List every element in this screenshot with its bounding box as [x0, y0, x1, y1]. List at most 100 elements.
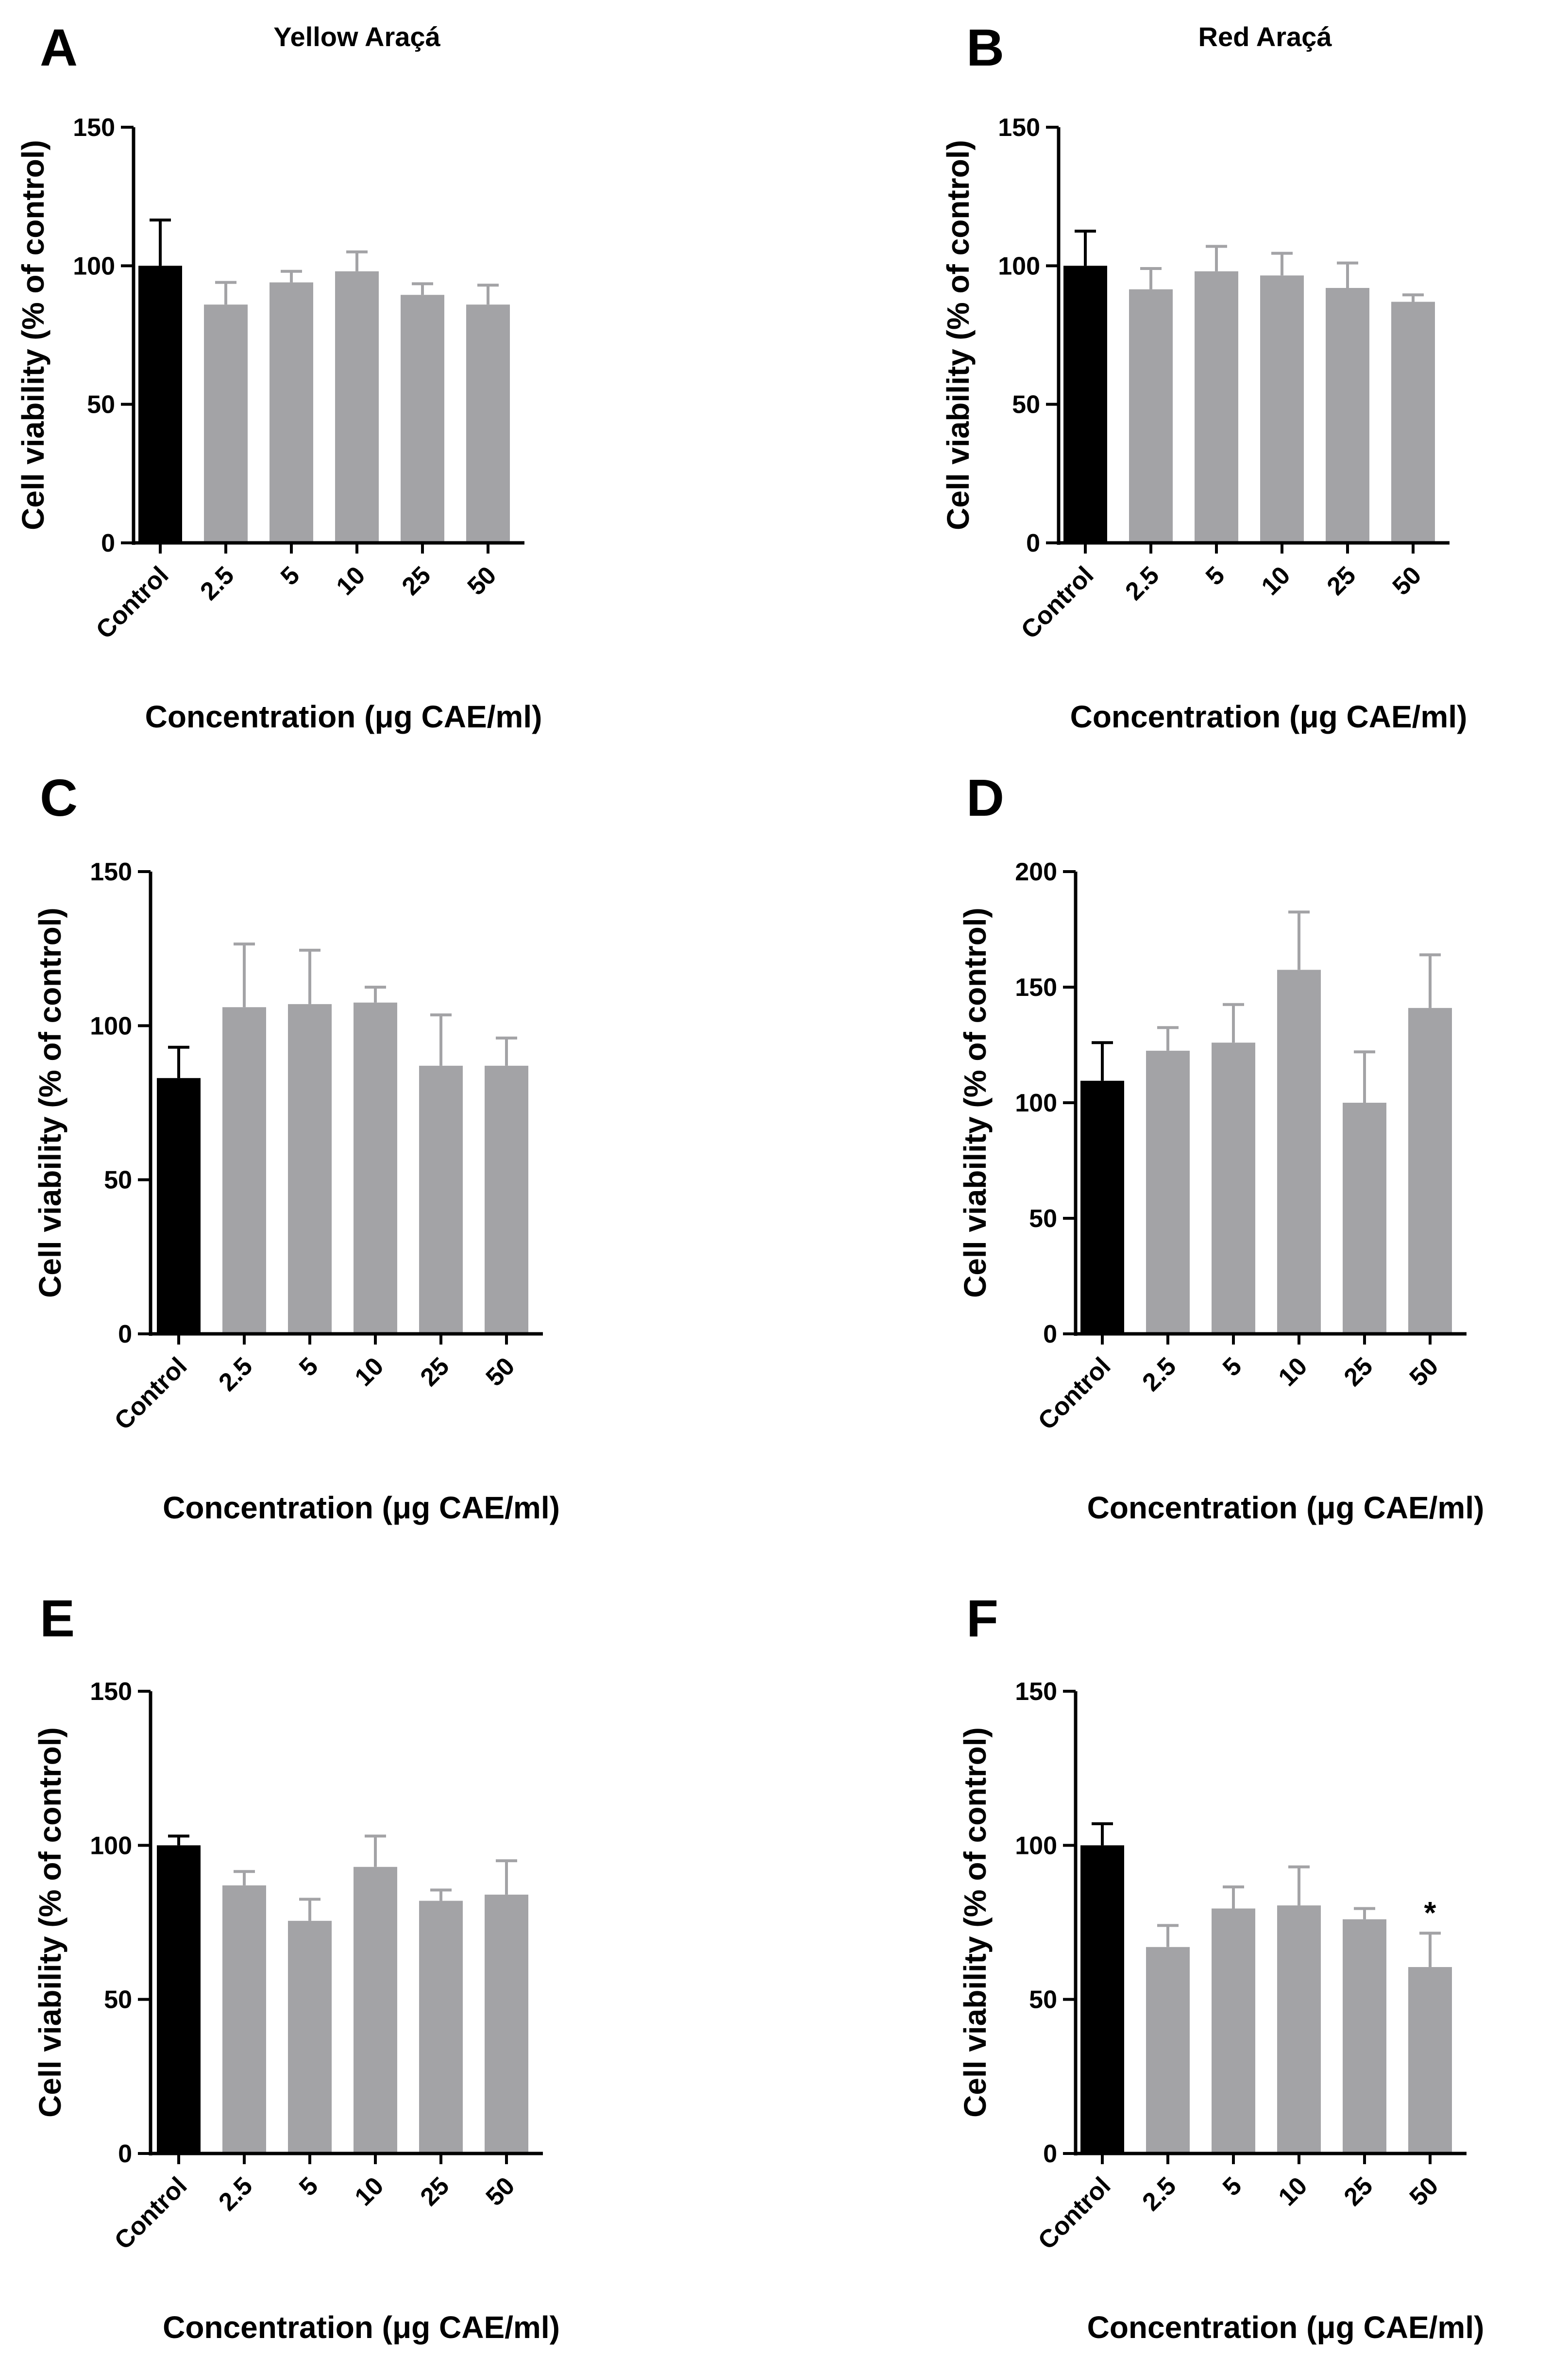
x-tick-label-e-1: 2.5 [213, 2171, 258, 2216]
error-bar-d-5 [1419, 953, 1441, 1008]
bar-f-c2 [1212, 1908, 1255, 2153]
bar-c-c5 [485, 1065, 528, 1334]
y-axis-title-c: Cell viability (% of control) [33, 908, 67, 1298]
error-bar-c-2 [299, 948, 320, 1004]
x-tick-label-c-4: 25 [415, 1352, 455, 1392]
bar-a-control [138, 266, 182, 543]
y-tick-label-d-3: 150 [1015, 974, 1057, 1002]
panel-d: D Control 2.5 5 10 25 50 0 50 100 150 200 Cell viabi… [958, 768, 1484, 1525]
bar-a-c3 [335, 271, 379, 543]
bar-f-control [1080, 1845, 1124, 2153]
y-tick-label-e-0: 0 [118, 2140, 132, 2168]
error-bar-a-2 [281, 269, 302, 283]
x-tick-label-f-5: 50 [1404, 2171, 1444, 2211]
y-tick-label-d-1: 50 [1029, 1205, 1057, 1233]
bar-c-c4 [419, 1065, 463, 1334]
bar-b-c5 [1391, 302, 1435, 543]
bar-b-c1 [1129, 289, 1173, 543]
y-tick-label-e-3: 150 [90, 1678, 132, 1706]
bar-e-control [157, 1845, 201, 2153]
y-tick-label-a-1: 50 [87, 391, 115, 419]
error-bar-e-4 [430, 1888, 452, 1901]
bar-e-c2 [288, 1920, 332, 2153]
x-tick-label-b-3: 10 [1256, 561, 1296, 601]
error-bar-b-2 [1206, 245, 1227, 271]
error-bar-b-1 [1140, 267, 1162, 289]
panel-letter-f: F [966, 1589, 998, 1648]
x-tick-label-a-4: 25 [397, 561, 437, 601]
panel-f: F Control 2.5 5 10 25 * 50 0 50 100 150 Cell viabili… [958, 1589, 1484, 2345]
bar-a-c2 [270, 282, 313, 543]
x-tick-label-d-1: 2.5 [1137, 1352, 1181, 1396]
x-axis-title-f: Concentration (μg CAE/ml) [1087, 2310, 1484, 2345]
bar-f-c1 [1146, 1947, 1190, 2153]
y-tick-label-b-2: 100 [998, 252, 1040, 280]
x-tick-label-a-3: 10 [331, 561, 371, 601]
x-tick-label-e-0: Control [109, 2171, 193, 2255]
y-tick-label-f-3: 150 [1015, 1678, 1057, 1706]
y-tick-label-d-4: 200 [1015, 858, 1057, 886]
panel-letter-b: B [966, 18, 1004, 77]
x-tick-label-a-0: Control [91, 561, 174, 644]
error-bar-f-2 [1223, 1885, 1244, 1909]
bar-c-control [157, 1078, 201, 1334]
error-bar-a-5 [477, 284, 499, 305]
x-tick-label-b-2: 5 [1200, 561, 1230, 590]
x-tick-label-d-0: Control [1033, 1352, 1116, 1435]
error-bar-c-3 [365, 986, 386, 1003]
error-bar-f-5 [1419, 1932, 1441, 1968]
panel-b: B Control 2.5 5 10 25 50 0 50 100 150 Cell viabilit… [941, 18, 1467, 734]
error-bar-d-4 [1354, 1050, 1375, 1103]
bar-e-c1 [222, 1885, 266, 2153]
y-tick-label-a-3: 150 [73, 114, 115, 142]
bar-e-c3 [354, 1867, 397, 2153]
x-tick-label-c-1: 2.5 [213, 1352, 258, 1396]
bar-f-c3 [1277, 1905, 1321, 2153]
x-tick-label-a-2: 5 [275, 561, 305, 590]
x-tick-label-b-0: Control [1016, 561, 1099, 644]
y-tick-label-f-0: 0 [1043, 2140, 1057, 2168]
error-bar-a-1 [215, 281, 236, 305]
y-tick-label-a-2: 100 [73, 252, 115, 280]
y-tick-label-b-1: 50 [1012, 391, 1040, 419]
bar-d-c3 [1277, 970, 1321, 1334]
x-tick-label-d-5: 50 [1404, 1352, 1444, 1392]
error-bar-f-3 [1288, 1865, 1310, 1906]
bar-c-c3 [354, 1002, 397, 1334]
x-tick-label-f-0: Control [1033, 2171, 1116, 2255]
y-tick-label-c-0: 0 [118, 1320, 132, 1348]
error-bar-c-0 [168, 1045, 189, 1078]
significance-marker-f: * [1424, 1895, 1436, 1930]
bar-b-c2 [1195, 271, 1238, 543]
y-tick-label-b-3: 150 [998, 114, 1040, 142]
bar-d-c1 [1146, 1050, 1190, 1334]
x-tick-label-c-3: 10 [350, 1352, 389, 1392]
error-bar-d-3 [1288, 910, 1310, 970]
error-bar-b-4 [1337, 261, 1358, 288]
panel-e: E Control 2.5 5 10 25 50 0 50 100 150 Cell viabilit… [33, 1589, 560, 2345]
panel-letter-d: D [966, 768, 1004, 827]
x-tick-label-c-2: 5 [294, 1352, 323, 1381]
bar-a-c4 [401, 295, 444, 543]
x-tick-label-b-1: 2.5 [1120, 561, 1164, 606]
x-axis-title-e: Concentration (μg CAE/ml) [163, 2310, 560, 2345]
y-tick-label-c-2: 100 [90, 1012, 132, 1040]
y-tick-label-f-2: 100 [1015, 1832, 1057, 1860]
column-title-yellow: Yellow Araçá [273, 21, 440, 52]
error-bar-f-0 [1092, 1822, 1113, 1846]
x-tick-label-a-5: 50 [462, 561, 502, 601]
bar-c-c2 [288, 1004, 332, 1334]
panel-letter-c: C [40, 768, 78, 827]
error-bar-c-1 [234, 942, 255, 1008]
error-bar-e-0 [168, 1834, 189, 1846]
x-axis-title-a: Concentration (μg CAE/ml) [145, 699, 542, 734]
panel-letter-a: A [40, 18, 78, 77]
bar-e-c4 [419, 1901, 463, 2153]
x-tick-label-e-2: 5 [294, 2171, 323, 2201]
error-bar-f-1 [1157, 1924, 1179, 1947]
error-bar-f-4 [1354, 1907, 1375, 1919]
x-axis-title-c: Concentration (μg CAE/ml) [163, 1490, 560, 1525]
y-tick-label-c-1: 50 [104, 1166, 132, 1194]
panel-letter-e: E [40, 1589, 75, 1648]
